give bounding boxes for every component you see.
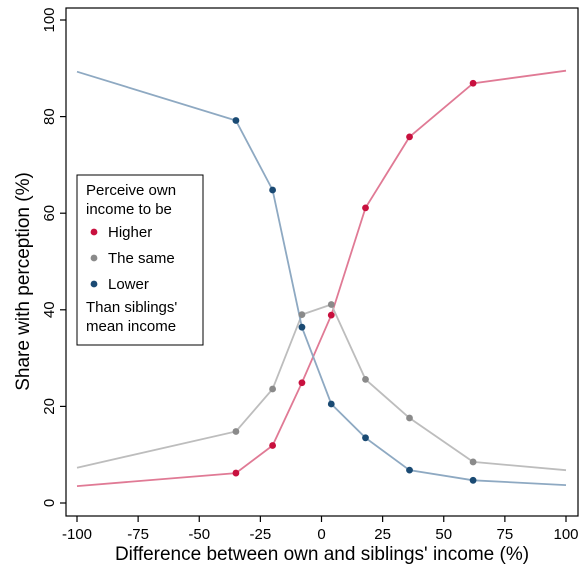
- legend-title: income to be: [86, 201, 172, 218]
- x-tick-label: 25: [374, 526, 391, 543]
- x-tick-label: 75: [497, 526, 514, 543]
- data-point-the-same: [298, 311, 306, 319]
- data-point-higher: [232, 469, 240, 477]
- x-tick-label: -75: [127, 526, 149, 543]
- legend-marker-the-same: [90, 254, 98, 262]
- data-point-the-same: [232, 428, 240, 435]
- data-point-the-same: [362, 375, 369, 383]
- legend-label-higher: Higher: [108, 224, 152, 241]
- data-point-higher: [269, 442, 276, 449]
- legend-marker-higher: [90, 228, 98, 236]
- legend: Perceive own income to be Higher The same Lo…: [76, 174, 204, 346]
- axes: -100 -75 -50 -25 0 25 50 75 100 0 20 40 60 80 100: [41, 7, 579, 543]
- data-point-the-same: [269, 385, 276, 393]
- y-axis-title: Share with perception (%): [13, 172, 34, 391]
- x-tick-label: -100: [62, 526, 92, 543]
- data-point-lower: [298, 323, 306, 331]
- data-point-lower: [232, 117, 240, 124]
- x-axis-title: Difference between own and siblings' inc…: [115, 544, 529, 565]
- legend-marker-lower: [90, 280, 98, 288]
- legend-footer: mean income: [86, 318, 176, 335]
- legend-label-lower: Lower: [108, 276, 149, 293]
- data-point-lower: [406, 466, 413, 474]
- legend-footer: Than siblings': [86, 299, 177, 316]
- legend-label-the-same: The same: [108, 250, 175, 267]
- data-point-higher: [469, 79, 477, 87]
- x-tick-label: 100: [553, 526, 578, 543]
- data-point-higher: [298, 379, 306, 387]
- data-point-lower: [469, 476, 477, 484]
- x-tick-label: 0: [317, 526, 325, 543]
- legend-box: [76, 174, 204, 346]
- legend-title: Perceive own: [86, 182, 176, 199]
- y-tick-label: 100: [41, 7, 58, 32]
- y-tick-label: 0: [41, 499, 58, 507]
- data-point-lower: [362, 434, 369, 442]
- data-point-the-same: [406, 414, 413, 422]
- data-point-higher: [406, 133, 413, 141]
- data-point-lower: [269, 186, 276, 194]
- y-tick-label: 80: [41, 108, 58, 125]
- data-point-higher: [362, 204, 369, 212]
- y-tick-label: 40: [41, 301, 58, 318]
- x-tick-label: -50: [188, 526, 210, 543]
- y-tick-label: 20: [41, 398, 58, 415]
- x-tick-label: 50: [435, 526, 452, 543]
- y-tick-label: 60: [41, 205, 58, 222]
- data-point-the-same: [327, 301, 335, 308]
- x-tick-label: -25: [250, 526, 272, 543]
- data-point-the-same: [469, 458, 477, 466]
- data-point-lower: [327, 400, 335, 408]
- data-point-higher: [327, 311, 335, 319]
- series-markers: [232, 79, 477, 484]
